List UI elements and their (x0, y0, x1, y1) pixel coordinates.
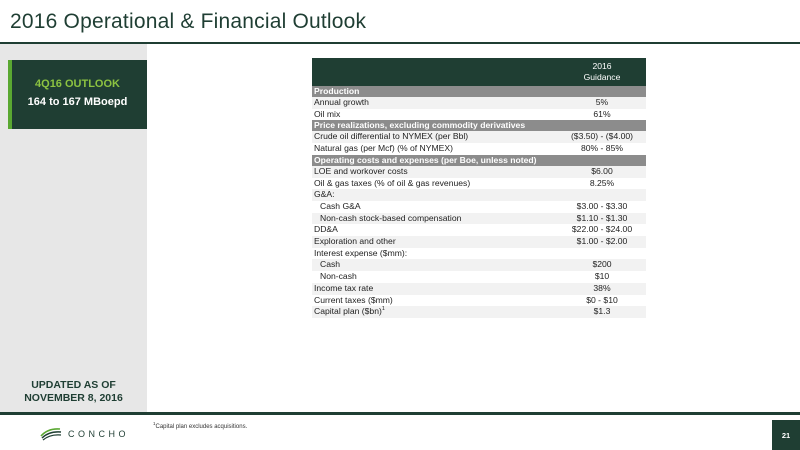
updated-line-1: UPDATED AS OF (31, 379, 116, 391)
row-label: Natural gas (per Mcf) (% of NYMEX) (312, 143, 558, 155)
row-label: LOE and workover costs (312, 165, 558, 178)
footnote-marker: 1 (153, 421, 156, 426)
table-row: Oil & gas taxes (% of oil & gas revenues… (312, 177, 646, 190)
table-row: Cash G&A $3.00 - $3.30 (312, 200, 646, 213)
table-row: Crude oil differential to NYMEX (per Bbl… (312, 131, 646, 144)
header-year: 2016 (592, 61, 612, 71)
footnote: 1Capital plan excludes acquisitions. (153, 421, 248, 430)
row-label-text: Non-cash (320, 271, 357, 282)
table-row: Interest expense ($mm): (312, 247, 646, 260)
row-label: Non-cash stock-based compensation (312, 212, 558, 225)
page-number: 21 (772, 420, 800, 450)
outlook-title: 4Q16 OUTLOOK (35, 78, 120, 90)
row-label: Current taxes ($mm) (312, 294, 558, 307)
row-label-text: Cash (320, 259, 341, 270)
row-label-text: Crude oil differential to NYMEX (per Bbl… (314, 131, 469, 142)
row-label: G&A: (312, 189, 558, 201)
row-label: Exploration and other (312, 236, 558, 248)
row-value: $0 - $10 (558, 294, 646, 307)
table-row: Capital plan ($bn)1 $1.3 (312, 306, 646, 318)
concho-logo-icon (40, 428, 62, 441)
row-label-text: Annual growth (314, 97, 369, 107)
page-title: 2016 Operational & Financial Outlook (10, 10, 367, 33)
row-label-text: LOE and workover costs (314, 165, 408, 176)
section-label: Price realizations, excluding commodity … (312, 120, 646, 132)
row-value: ($3.50) - ($4.00) (558, 131, 646, 144)
row-label-text: DD&A (314, 224, 338, 235)
row-label-text: Non-cash stock-based compensation (320, 212, 462, 223)
table-row: Natural gas (per Mcf) (% of NYMEX) 80% - … (312, 143, 646, 155)
header-guidance: Guidance (583, 72, 621, 82)
table-row: Cash $200 (312, 259, 646, 272)
table-row: Non-cash stock-based compensation $1.10 -… (312, 212, 646, 225)
outlook-box: 4Q16 OUTLOOK 164 to 167 MBoepd (8, 60, 147, 129)
header-divider (0, 42, 800, 44)
row-value (558, 189, 646, 201)
table-row: Income tax rate 38% (312, 282, 646, 295)
row-value: $3.00 - $3.30 (558, 200, 646, 213)
row-label: Crude oil differential to NYMEX (per Bbl… (312, 131, 558, 144)
row-label-text: Oil & gas taxes (% of oil & gas revenues… (314, 177, 471, 188)
guidance-table: 2016 Guidance Production Annual growth 5% O… (312, 58, 646, 318)
row-label-text: Exploration and other (314, 236, 396, 247)
row-label: Cash (312, 259, 558, 272)
table-row: Non-cash $10 (312, 271, 646, 283)
updated-line-2: NOVEMBER 8, 2016 (24, 392, 123, 404)
table-row: Oil mix 61% (312, 108, 646, 121)
row-value: $1.10 - $1.30 (558, 212, 646, 225)
table-row: Exploration and other $1.00 - $2.00 (312, 236, 646, 248)
concho-logo: CONCHO (40, 427, 129, 441)
row-label: DD&A (312, 224, 558, 237)
table-section-row: Operating costs and expenses (per Boe, u… (312, 154, 646, 166)
row-value: 5% (558, 97, 646, 109)
footnote-marker: 1 (381, 306, 385, 313)
row-label-text: Interest expense ($mm): (314, 247, 408, 258)
row-label: Interest expense ($mm): (312, 247, 558, 260)
table-row: Current taxes ($mm) $0 - $10 (312, 294, 646, 307)
table-row: G&A: (312, 189, 646, 201)
section-label: Production (312, 86, 646, 97)
row-label: Annual growth (312, 97, 558, 109)
row-value: 38% (558, 282, 646, 295)
table-header-guidance: 2016 Guidance (558, 58, 646, 86)
row-value: $1.00 - $2.00 (558, 236, 646, 248)
row-label-text: Current taxes ($mm) (314, 294, 393, 305)
table-header-blank (312, 58, 558, 86)
table-row: Annual growth 5% (312, 97, 646, 109)
row-label: Non-cash (312, 271, 558, 283)
row-value: $22.00 - $24.00 (558, 224, 646, 237)
footnote-text: Capital plan excludes acquisitions. (155, 424, 248, 430)
row-label: Oil mix (312, 108, 558, 121)
table-header-row: 2016 Guidance (312, 58, 646, 86)
row-label: Oil & gas taxes (% of oil & gas revenues… (312, 177, 558, 190)
row-label-text: Natural gas (per Mcf) (% of NYMEX) (314, 143, 453, 154)
table-body: Production Annual growth 5% Oil mix 61% Price… (312, 86, 646, 318)
section-label: Operating costs and expenses (per Boe, u… (312, 154, 646, 166)
footer-divider (0, 412, 800, 415)
row-label: Cash G&A (312, 200, 558, 213)
row-label: Capital plan ($bn)1 (312, 306, 558, 318)
outlook-accent-bar (8, 60, 12, 129)
row-label-text: Cash G&A (320, 200, 361, 211)
row-value: $200 (558, 259, 646, 272)
row-label-text: G&A: (314, 189, 335, 200)
outlook-value: 164 to 167 MBoepd (27, 96, 128, 108)
row-label-text: Capital plan ($bn) (314, 306, 382, 317)
row-value: $6.00 (558, 165, 646, 178)
table-section-row: Production (312, 86, 646, 97)
table-section-row: Price realizations, excluding commodity … (312, 120, 646, 132)
row-value: 8.25% (558, 177, 646, 190)
table-row: DD&A $22.00 - $24.00 (312, 224, 646, 237)
row-value: $10 (558, 271, 646, 283)
row-label-text: Income tax rate (314, 282, 374, 293)
table-row: LOE and workover costs $6.00 (312, 165, 646, 178)
row-label-text: Oil mix (314, 108, 341, 119)
row-value: $1.3 (558, 306, 646, 318)
row-value: 61% (558, 108, 646, 121)
row-value (558, 247, 646, 260)
row-label: Income tax rate (312, 282, 558, 295)
row-value: 80% - 85% (558, 143, 646, 155)
updated-note: UPDATED AS OF NOVEMBER 8, 2016 (0, 379, 147, 405)
concho-logo-text: CONCHO (68, 429, 129, 439)
